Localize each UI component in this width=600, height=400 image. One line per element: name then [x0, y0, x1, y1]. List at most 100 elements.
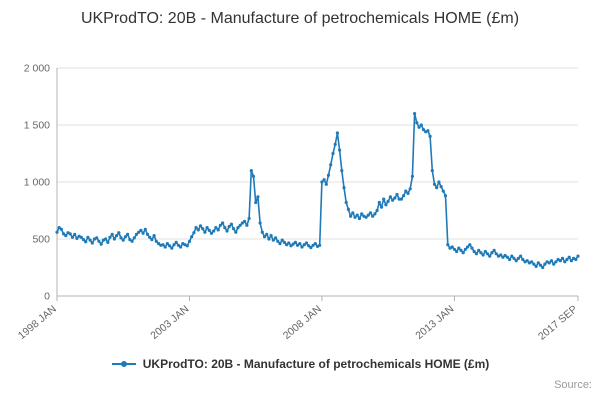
data-point: [240, 221, 244, 225]
data-point: [384, 203, 388, 207]
data-point: [324, 182, 328, 186]
data-point: [168, 244, 172, 248]
data-point: [382, 197, 386, 201]
data-point: [397, 197, 401, 201]
data-point: [536, 261, 540, 265]
y-tick-label: 1 500: [24, 120, 50, 132]
data-point: [57, 226, 61, 230]
data-point: [123, 235, 127, 239]
chart-title: UKProdTO: 20B - Manufacture of petrochem…: [80, 10, 520, 27]
data-point: [421, 128, 426, 132]
data-point: [170, 246, 174, 250]
data-point: [104, 237, 108, 241]
x-tick-label: 2003 JAN: [148, 303, 191, 342]
data-point: [190, 235, 194, 239]
data-point: [293, 240, 297, 244]
data-point: [525, 259, 529, 263]
data-point: [470, 246, 474, 250]
data-point: [179, 245, 183, 249]
data-point: [207, 228, 211, 232]
data-point: [81, 238, 86, 242]
data-point: [291, 242, 295, 246]
data-point: [351, 211, 355, 215]
data-point: [150, 238, 154, 242]
data-point: [357, 216, 361, 221]
data-point: [64, 234, 68, 238]
data-point: [428, 134, 432, 138]
data-point: [472, 249, 476, 254]
data-point: [399, 197, 403, 201]
data-point: [214, 226, 218, 230]
data-point: [274, 236, 278, 240]
data-point: [227, 224, 231, 229]
data-point: [439, 185, 443, 189]
data-point: [479, 251, 483, 255]
legend: UKProdTO: 20B - Manufacture of petrochem…: [0, 357, 600, 371]
data-point: [313, 242, 317, 246]
data-point: [258, 221, 262, 225]
data-point: [289, 244, 293, 248]
legend-label: UKProdTO: 20B - Manufacture of petrochem…: [142, 357, 490, 371]
data-point: [450, 245, 454, 249]
data-point: [344, 200, 348, 205]
data-point: [463, 247, 467, 251]
data-point: [576, 254, 580, 258]
data-point: [395, 192, 399, 197]
data-point: [514, 259, 518, 263]
data-point: [249, 169, 253, 173]
data-point: [269, 234, 273, 238]
data-point: [477, 248, 481, 252]
data-point: [203, 230, 207, 234]
data-point: [461, 251, 465, 255]
data-point: [145, 232, 150, 236]
data-point: [368, 211, 373, 215]
data-point: [174, 240, 178, 244]
data-point: [97, 239, 101, 243]
data-point: [134, 232, 139, 236]
data-point: [243, 219, 247, 223]
data-point: [157, 242, 161, 246]
data-point: [335, 131, 339, 135]
data-point: [311, 243, 315, 247]
data-point: [209, 231, 214, 235]
legend-item[interactable]: UKProdTO: 20B - Manufacture of petrochem…: [111, 357, 490, 371]
data-point: [534, 264, 538, 268]
data-point: [245, 223, 249, 227]
data-point: [408, 187, 412, 191]
data-point: [225, 229, 229, 233]
data-point: [95, 236, 99, 240]
y-tick-label: 500: [32, 234, 50, 246]
data-point: [110, 232, 114, 236]
data-point: [435, 186, 439, 190]
data-point: [549, 259, 554, 263]
data-point: [558, 259, 562, 263]
data-point: [360, 212, 364, 216]
data-point: [329, 163, 333, 167]
data-point: [494, 252, 498, 256]
data-point: [176, 243, 180, 247]
data-point: [75, 236, 79, 240]
data-point: [388, 195, 392, 199]
y-tick-label: 2 000: [24, 63, 50, 75]
data-point: [216, 228, 220, 232]
data-point: [353, 215, 357, 219]
data-point: [251, 174, 256, 178]
data-point: [338, 148, 342, 152]
data-point: [221, 221, 225, 225]
data-point: [152, 234, 156, 238]
data-point: [302, 243, 306, 247]
data-point: [84, 240, 88, 244]
data-point: [212, 229, 216, 233]
data-point: [236, 226, 240, 230]
data-point: [194, 226, 198, 230]
data-point: [521, 257, 525, 262]
data-point: [346, 207, 350, 211]
data-point: [560, 256, 565, 260]
data-point: [342, 186, 346, 190]
data-point: [262, 235, 267, 239]
data-point: [468, 243, 472, 247]
data-point: [106, 240, 110, 244]
data-point: [119, 236, 123, 240]
data-point: [455, 249, 459, 254]
